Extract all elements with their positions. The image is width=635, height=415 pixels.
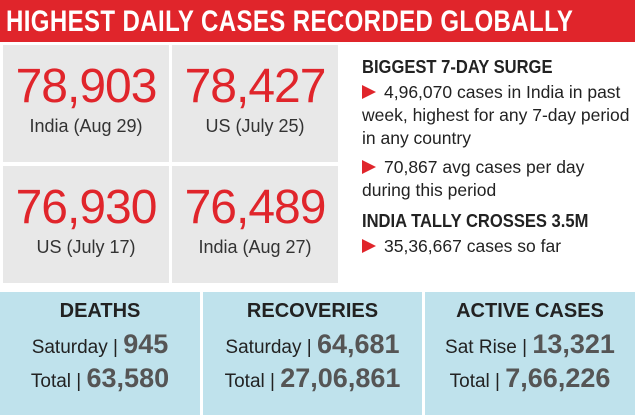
stat-row: Saturday | 64,681 bbox=[203, 327, 422, 361]
stat-row: Total | 27,06,861 bbox=[203, 361, 422, 395]
side-heading: INDIA TALLY CROSSES 3.5M bbox=[362, 211, 589, 231]
stat-value: 27,06,861 bbox=[280, 363, 401, 393]
stat-label: Total | bbox=[224, 371, 275, 392]
bullet-arrow bbox=[362, 85, 376, 99]
stat-column: RECOVERIES Saturday | 64,681 Total | 27,… bbox=[200, 292, 422, 415]
stat-value: 64,681 bbox=[316, 329, 400, 359]
tile-number: 76,489 bbox=[184, 181, 327, 234]
tile-label: India (Aug 27) bbox=[198, 237, 312, 257]
stat-label: Total | bbox=[30, 371, 82, 392]
bullet-text: 4,96,070 cases in India in past week, hi… bbox=[362, 82, 630, 148]
bullet-text: 35,36,667 cases so far bbox=[384, 236, 562, 256]
stat-heading: ACTIVE CASES bbox=[456, 300, 604, 322]
stat-label: Saturday | bbox=[31, 337, 118, 358]
tile: 76,930 US (July 17) bbox=[3, 166, 169, 283]
bullet: 70,867 avg cases per day during this per… bbox=[356, 156, 632, 202]
bullet-arrow bbox=[362, 160, 376, 174]
tile: 76,489 India (Aug 27) bbox=[172, 166, 338, 283]
title-bar: HIGHEST DAILY CASES RECORDED GLOBALLY bbox=[0, 0, 635, 42]
side-panel: BIGGEST 7-DAY SURGE 4,96,070 cases in In… bbox=[356, 48, 632, 264]
stats-panel: DEATHS Saturday | 945 Total | 63,580 REC… bbox=[0, 292, 635, 415]
stat-label: Saturday | bbox=[225, 337, 312, 358]
title: HIGHEST DAILY CASES RECORDED GLOBALLY bbox=[6, 5, 574, 38]
stat-row: Total | 7,66,226 bbox=[425, 361, 635, 395]
side-heading: BIGGEST 7-DAY SURGE bbox=[362, 57, 553, 77]
stat-heading: DEATHS bbox=[59, 300, 141, 322]
stat-column: DEATHS Saturday | 945 Total | 63,580 bbox=[0, 292, 200, 415]
stat-value: 13,321 bbox=[532, 329, 615, 359]
tile-label: India (Aug 29) bbox=[29, 116, 143, 136]
bullet: 4,96,070 cases in India in past week, hi… bbox=[356, 81, 632, 150]
bullet-arrow bbox=[362, 239, 376, 253]
stat-row: Total | 63,580 bbox=[0, 361, 200, 395]
stat-value: 63,580 bbox=[86, 363, 170, 393]
stat-value: 945 bbox=[123, 329, 169, 359]
tile-number: 76,930 bbox=[15, 181, 158, 234]
stat-label: Total | bbox=[449, 371, 500, 392]
bullet-text: 70,867 avg cases per day during this per… bbox=[362, 157, 585, 200]
stat-row: Saturday | 945 bbox=[0, 327, 200, 361]
tile: 78,427 US (July 25) bbox=[172, 45, 338, 162]
stat-row: Sat Rise | 13,321 bbox=[425, 327, 635, 361]
stat-heading: RECOVERIES bbox=[246, 300, 379, 322]
stat-label: Sat Rise | bbox=[445, 337, 528, 358]
stat-value: 7,66,226 bbox=[505, 363, 611, 393]
stat-column: ACTIVE CASES Sat Rise | 13,321 Total | 7… bbox=[422, 292, 635, 415]
tile-number: 78,427 bbox=[184, 60, 327, 113]
tile-label: US (July 25) bbox=[205, 116, 305, 136]
bullet: 35,36,667 cases so far bbox=[356, 235, 632, 258]
tile: 78,903 India (Aug 29) bbox=[3, 45, 169, 162]
tile-number: 78,903 bbox=[15, 60, 158, 113]
tile-label: US (July 17) bbox=[36, 237, 136, 257]
